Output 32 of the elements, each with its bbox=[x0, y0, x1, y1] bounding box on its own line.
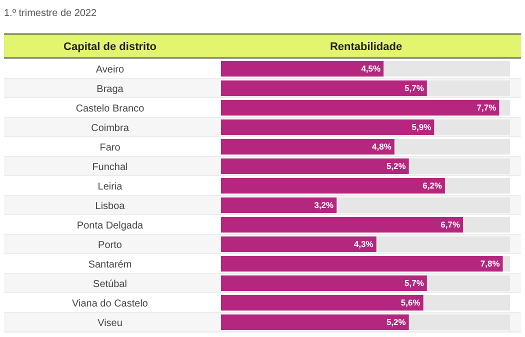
y-tick-label: Viseu bbox=[98, 318, 122, 329]
x-axis-title: Rentabilidade bbox=[330, 41, 402, 53]
data-label: 3,2% bbox=[314, 200, 334, 210]
text: 1.º trimestre de 2022 bbox=[4, 8, 98, 19]
y-tick-label: Aveiro bbox=[96, 64, 125, 76]
y-tick-label: Braga bbox=[96, 84, 124, 95]
y-tick-label: Viana do Castelo bbox=[72, 298, 148, 310]
data-label: 4,3% bbox=[354, 239, 374, 250]
data-label: 6,2% bbox=[422, 180, 442, 191]
data-label: 5,2% bbox=[386, 161, 406, 172]
y-tick-label: Faro bbox=[100, 142, 121, 154]
bar bbox=[221, 256, 503, 272]
y-axis-title: Capital de distrito bbox=[64, 41, 157, 53]
data-label: 5,9% bbox=[412, 122, 432, 132]
data-label: 5,7% bbox=[404, 278, 424, 288]
data-label: 5,6% bbox=[400, 298, 421, 308]
y-tick-label: Ponta Delgada bbox=[76, 220, 144, 232]
data-label: 4,5% bbox=[361, 64, 382, 74]
y-tick-label: Castelo Branco bbox=[76, 103, 145, 114]
y-tick-label: Leiria bbox=[98, 181, 123, 192]
data-label: 7,8% bbox=[480, 258, 500, 269]
y-tick-label: Coimbra bbox=[91, 122, 130, 134]
y-tick-label: Setúbal bbox=[93, 278, 127, 290]
data-label: 5,7% bbox=[404, 83, 424, 94]
y-tick-label: Funchal bbox=[92, 162, 128, 173]
data-label: 7,7% bbox=[476, 102, 497, 113]
data-label: 4,8% bbox=[372, 142, 392, 152]
data-label: 5,2% bbox=[386, 317, 406, 328]
y-tick-label: Santarém bbox=[88, 259, 132, 270]
data-label: 6,7% bbox=[440, 220, 460, 230]
y-tick-label: Lisboa bbox=[95, 200, 126, 212]
y-tick-label: Porto bbox=[98, 240, 122, 251]
